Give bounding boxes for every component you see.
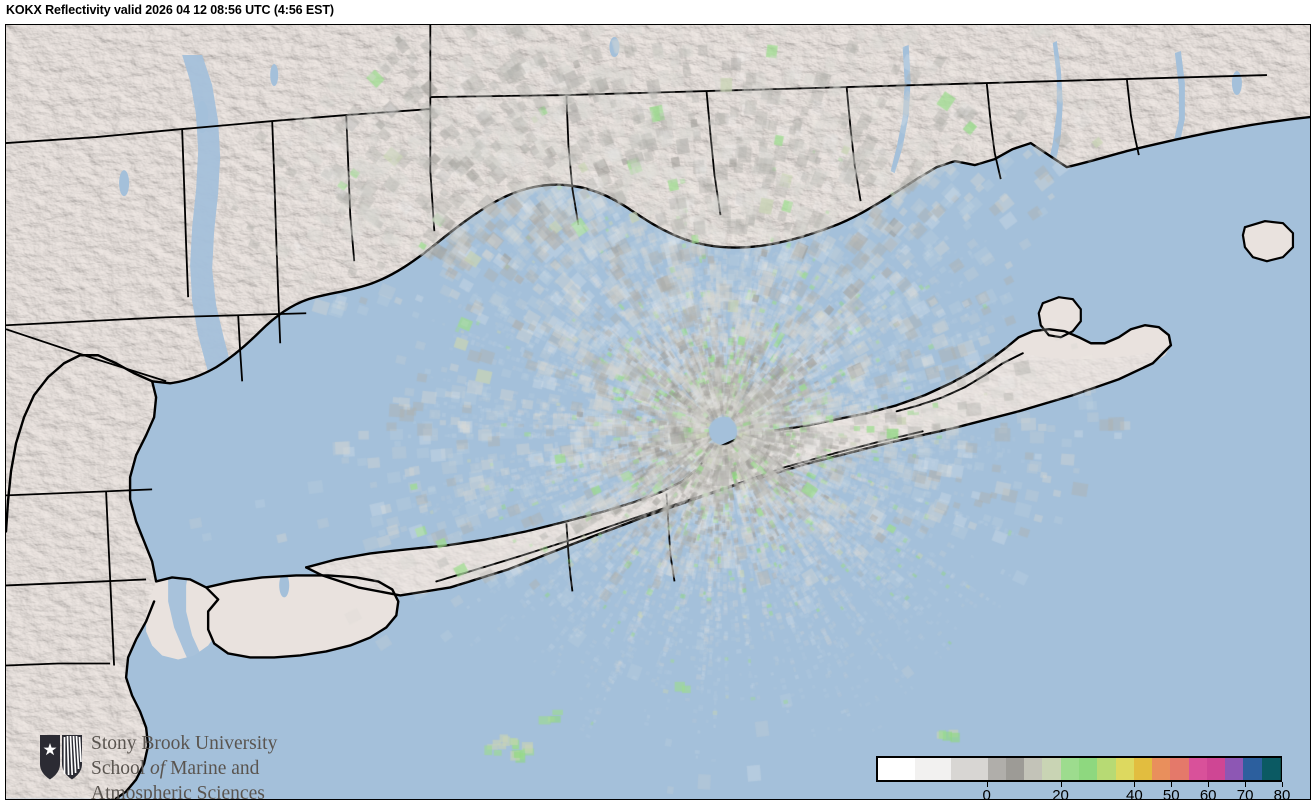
colorbar-tickmark xyxy=(1282,782,1283,787)
colorbar-segment xyxy=(914,758,952,780)
colorbar-segment xyxy=(1225,758,1244,780)
colorbar-segment xyxy=(878,758,916,780)
colorbar-tickmark xyxy=(1245,782,1247,787)
colorbar[interactable]: 0 20 40 50 60 70 80 xyxy=(876,756,1290,799)
colorbar-segment xyxy=(1097,758,1117,780)
colorbar-segment xyxy=(951,758,989,780)
colorbar-tick-label: 60 xyxy=(1199,787,1217,799)
colorbar-tick-label: 80 xyxy=(1273,787,1291,799)
colorbar-segment xyxy=(1005,758,1025,780)
colorbar-gradient xyxy=(878,758,1281,780)
colorbar-tick-label: 50 xyxy=(1162,787,1180,799)
colorbar-segment xyxy=(1206,758,1226,780)
colorbar-tickmark xyxy=(1134,782,1136,787)
colorbar-segment xyxy=(1261,758,1281,780)
colorbar-segment xyxy=(1243,758,1263,780)
colorbar-tickmark xyxy=(986,782,988,787)
colorbar-tick-label: 40 xyxy=(1126,787,1143,799)
colorbar-ticks: 0 20 40 50 60 70 80 xyxy=(876,782,1290,799)
colorbar-segment xyxy=(1060,758,1080,780)
colorbar-segment xyxy=(987,758,1007,780)
colorbar-tickmark xyxy=(1060,782,1062,787)
colorbar-segment xyxy=(1024,758,1043,780)
map-canvas[interactable]: Stony Brook University School of Marine … xyxy=(6,25,1310,799)
radar-echo-layer xyxy=(6,25,1309,798)
colorbar-segment xyxy=(1133,758,1153,780)
colorbar-tick-label: 0 xyxy=(982,787,991,799)
colorbar-segment xyxy=(1152,758,1171,780)
colorbar-segment xyxy=(1042,758,1062,780)
colorbar-segment xyxy=(1115,758,1135,780)
colorbar-box[interactable] xyxy=(876,756,1282,782)
map-frame[interactable]: Stony Brook University School of Marine … xyxy=(5,24,1311,800)
colorbar-tick-label: 20 xyxy=(1052,787,1069,799)
colorbar-tick-label: 70 xyxy=(1236,787,1254,799)
page-title: KOKX Reflectivity valid 2026 04 12 08:56… xyxy=(6,3,334,17)
colorbar-segment xyxy=(1079,758,1098,780)
colorbar-segment xyxy=(1188,758,1208,780)
colorbar-tickmark xyxy=(1171,782,1173,787)
colorbar-segment xyxy=(1170,758,1190,780)
colorbar-tickmark xyxy=(1208,782,1210,787)
